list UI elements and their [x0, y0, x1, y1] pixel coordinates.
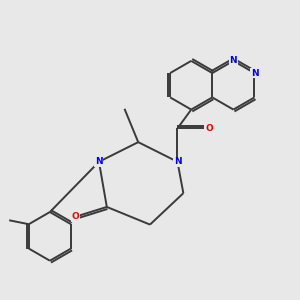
Text: N: N [95, 157, 103, 166]
Text: O: O [205, 124, 213, 133]
Text: O: O [71, 212, 79, 221]
Text: N: N [230, 56, 237, 65]
Text: N: N [250, 69, 258, 78]
Text: N: N [174, 157, 181, 166]
